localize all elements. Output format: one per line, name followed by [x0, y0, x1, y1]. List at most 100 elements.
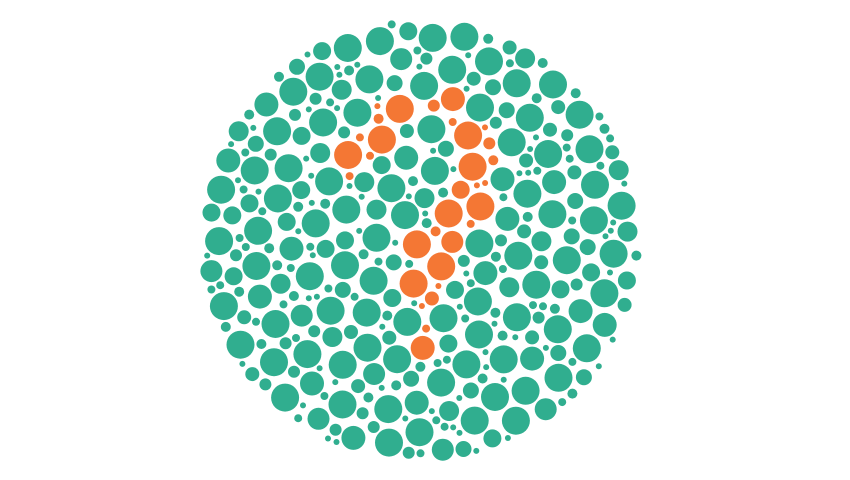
background-dot [558, 398, 567, 407]
background-dot [617, 271, 636, 290]
background-dot [621, 180, 628, 187]
background-dot [331, 79, 352, 100]
background-dot [531, 93, 542, 104]
background-dot [596, 161, 605, 170]
background-dot [402, 415, 409, 422]
figure-dot [427, 252, 456, 281]
background-dot [418, 23, 447, 52]
background-dot [429, 304, 458, 333]
background-dot [358, 193, 365, 200]
figure-dot [466, 219, 475, 228]
background-dot [450, 424, 457, 431]
figure-dot [482, 124, 488, 131]
background-dot [228, 141, 235, 148]
background-dot [239, 360, 246, 367]
background-dot [205, 227, 234, 256]
background-dot [538, 200, 567, 229]
background-dot [520, 346, 545, 371]
background-dot [279, 236, 304, 261]
background-dot [605, 145, 620, 160]
background-dot [562, 143, 571, 152]
background-dot [305, 295, 312, 302]
background-dot [542, 344, 549, 351]
figure-dot [374, 103, 381, 110]
background-dot [240, 156, 269, 185]
background-dot [288, 365, 300, 378]
background-dot [300, 402, 306, 409]
background-dot [475, 47, 503, 76]
background-dot [456, 303, 463, 310]
background-dot [244, 109, 255, 120]
figure-dot [473, 182, 480, 189]
background-dot [498, 265, 507, 273]
background-dot [568, 299, 593, 324]
background-dot [592, 312, 617, 337]
figure-dot [422, 324, 431, 333]
background-dot [237, 310, 252, 325]
background-dot [420, 156, 449, 185]
background-dot [263, 117, 292, 146]
background-dot [457, 254, 470, 267]
background-dot [531, 231, 552, 252]
background-dot [316, 296, 345, 325]
background-dot [432, 416, 441, 425]
background-dot [411, 300, 418, 307]
background-dot [599, 239, 628, 268]
background-dot [366, 199, 387, 220]
background-dot [483, 33, 494, 44]
background-dot [534, 255, 549, 270]
figure-dot [418, 303, 425, 309]
background-dot [567, 193, 584, 209]
background-dot [427, 368, 456, 397]
background-dot [252, 317, 260, 326]
background-dot [607, 269, 613, 276]
background-dot [316, 365, 323, 372]
background-dot [410, 71, 439, 100]
background-dot [391, 380, 402, 391]
figure-dot [366, 151, 374, 160]
background-dot [374, 257, 383, 266]
background-dot [305, 62, 334, 91]
background-dot [309, 252, 316, 259]
background-dot [399, 124, 414, 138]
background-dot [525, 330, 540, 345]
background-dot [363, 363, 386, 385]
background-dot [294, 414, 303, 423]
background-dot [481, 383, 509, 411]
background-dot [404, 390, 429, 415]
background-dot [344, 325, 358, 339]
background-dot [363, 392, 374, 403]
background-dot [250, 124, 257, 131]
background-dot [350, 292, 359, 301]
background-dot [244, 216, 273, 245]
background-dot [386, 75, 403, 92]
background-dot [565, 154, 574, 163]
background-dot [565, 100, 594, 129]
background-dot [543, 122, 557, 137]
background-dot [352, 298, 381, 327]
background-dot [501, 406, 530, 435]
background-dot [309, 92, 322, 105]
background-dot [465, 320, 493, 349]
background-dot [367, 421, 380, 433]
background-dot [438, 55, 467, 84]
background-dot [351, 379, 366, 394]
background-dot [537, 58, 548, 68]
background-dot [304, 51, 311, 58]
background-dot [204, 252, 211, 259]
figure-dot [427, 99, 440, 112]
background-dot [433, 359, 442, 367]
background-dot [207, 285, 216, 294]
background-dot [590, 279, 619, 308]
background-dot [328, 350, 357, 379]
background-dot [286, 264, 295, 272]
background-dot [485, 79, 501, 96]
figure-dot [399, 269, 428, 298]
background-dot [341, 425, 366, 450]
background-dot [438, 187, 449, 198]
background-dot [375, 95, 382, 101]
background-dot [328, 390, 357, 419]
background-dot [416, 449, 425, 458]
background-dot [355, 65, 384, 94]
background-dot [313, 42, 332, 61]
